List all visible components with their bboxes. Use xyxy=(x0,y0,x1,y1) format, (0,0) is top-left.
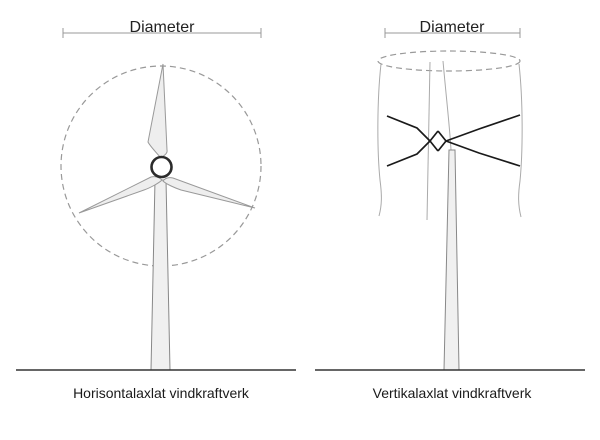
svg-text:Horisontalaxlat vindkraftverk: Horisontalaxlat vindkraftverk xyxy=(73,385,250,401)
svg-text:Diameter: Diameter xyxy=(130,19,196,36)
svg-text:Vertikalaxlat vindkraftverk: Vertikalaxlat vindkraftverk xyxy=(373,385,533,401)
svg-text:Diameter: Diameter xyxy=(420,19,486,36)
